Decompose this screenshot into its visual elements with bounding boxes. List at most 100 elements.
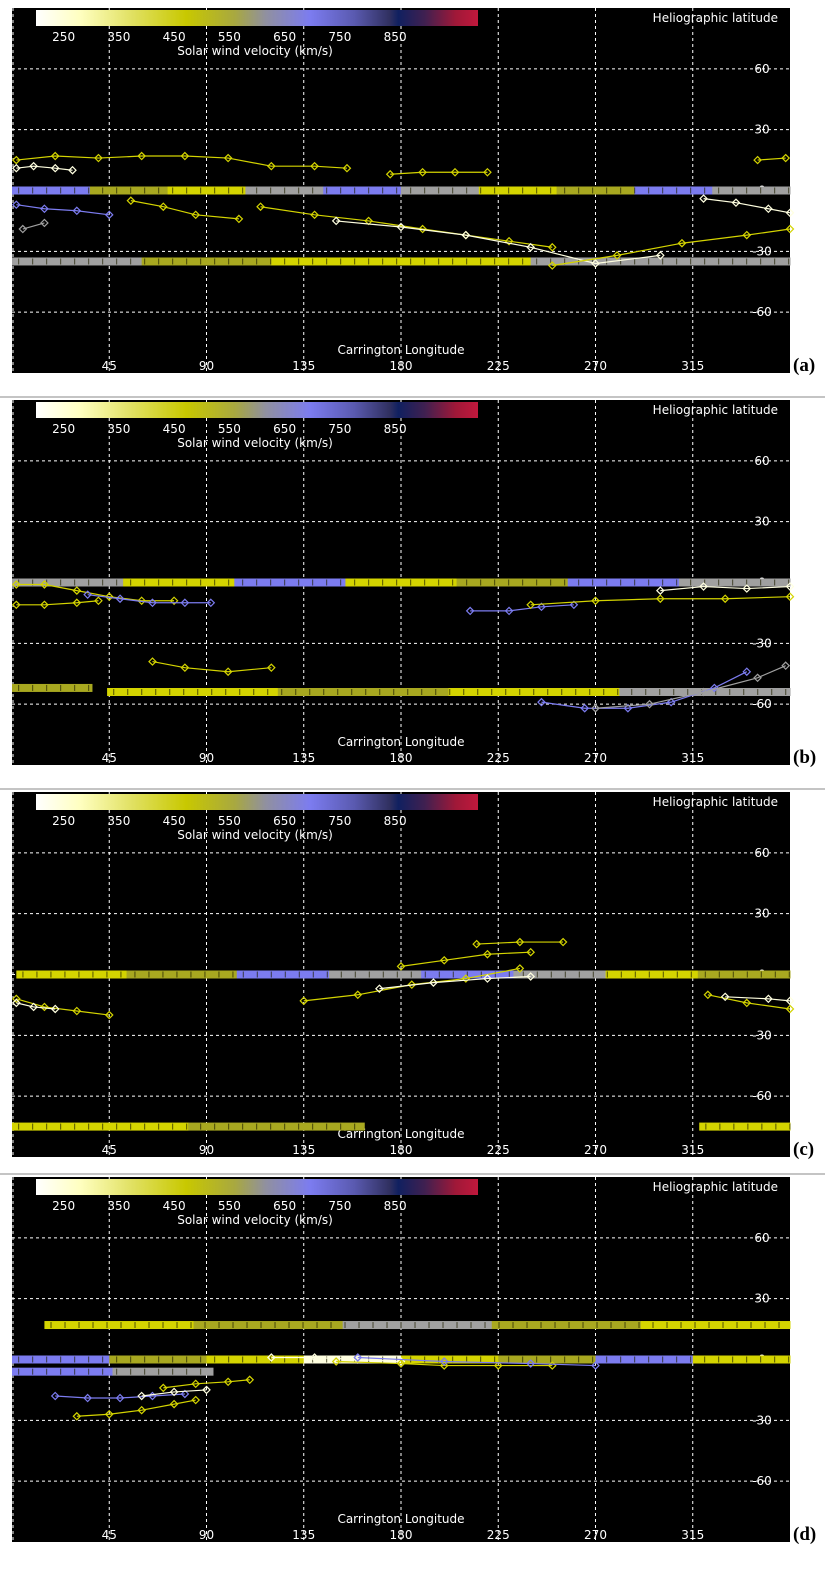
band-tick-mark	[64, 1322, 66, 1329]
band-tick-mark	[396, 258, 398, 265]
data-point-marker	[699, 687, 708, 697]
band-tick-mark	[634, 187, 636, 194]
band-tick-mark	[200, 1123, 202, 1130]
trajectory-line	[530, 596, 791, 606]
band-tick-mark	[645, 689, 647, 695]
x-tick-label: 135	[292, 1143, 315, 1157]
trajectory-line	[476, 941, 564, 945]
panel-label: (c)	[793, 1139, 814, 1160]
band-tick-mark	[298, 579, 300, 586]
data-point-marker	[72, 1411, 82, 1421]
x-tick-label: 270	[584, 359, 607, 373]
band-tick-mark	[270, 187, 272, 194]
band-tick-mark	[578, 579, 580, 586]
data-point-marker	[342, 163, 352, 173]
band-tick-mark	[172, 1368, 174, 1375]
band-tick-mark	[18, 258, 20, 265]
trajectory-line	[163, 1379, 250, 1389]
band-tick-mark	[652, 1322, 654, 1329]
band-tick-mark	[522, 1356, 524, 1363]
trajectory-line	[87, 594, 211, 604]
data-point-marker	[742, 230, 752, 240]
band-tick-mark	[718, 971, 720, 978]
band-tick-mark	[774, 187, 776, 194]
band-tick-mark	[694, 1322, 696, 1329]
band-tick-mark	[88, 258, 90, 265]
band-tick-mark	[172, 187, 174, 194]
y-tick-label: -60	[752, 305, 772, 319]
band-tick-mark	[183, 689, 185, 695]
data-point-marker	[310, 1353, 319, 1362]
band-tick-mark	[88, 1356, 90, 1363]
y-axis-label: Heliographic latitude	[653, 1180, 778, 1194]
band-tick-mark	[505, 689, 507, 695]
x-tick-label: 315	[681, 1143, 704, 1157]
trajectory-line	[707, 994, 791, 1010]
velocity-band-segment	[456, 578, 569, 587]
x-axis-label: Carrington Longitude	[337, 343, 464, 357]
band-tick-mark	[312, 971, 314, 978]
band-tick-mark	[729, 689, 731, 695]
band-tick-mark	[424, 258, 426, 265]
band-tick-mark	[736, 1322, 738, 1329]
band-tick-mark	[74, 1356, 76, 1363]
x-axis-label: Carrington Longitude	[337, 1127, 464, 1141]
band-tick-mark	[242, 258, 244, 265]
data-point-marker	[785, 208, 795, 218]
band-tick-mark	[718, 1356, 720, 1363]
band-tick-mark	[214, 1356, 216, 1363]
velocity-band-segment	[595, 1355, 694, 1364]
velocity-band-segment	[107, 688, 279, 696]
colorbar	[36, 10, 478, 26]
band-tick-mark	[172, 1123, 174, 1130]
band-tick-mark	[719, 1123, 721, 1130]
band-tick-mark	[424, 1356, 426, 1363]
band-tick-mark	[340, 971, 342, 978]
band-tick-mark	[214, 258, 216, 265]
band-tick-mark	[32, 684, 34, 691]
colorbar-tick-label: 650	[273, 422, 296, 436]
band-tick-mark	[116, 1368, 118, 1375]
x-tick-label: 180	[390, 1528, 413, 1542]
band-tick-mark	[750, 1322, 752, 1329]
band-tick-mark	[522, 187, 524, 194]
band-tick-mark	[92, 971, 94, 978]
data-point-marker	[202, 1385, 211, 1395]
band-tick-mark	[648, 579, 650, 586]
trajectory-line	[757, 157, 786, 161]
data-point-marker	[223, 667, 233, 677]
band-tick-mark	[512, 1322, 514, 1329]
data-point-marker	[764, 994, 773, 1004]
trajectory-line	[16, 998, 110, 1016]
band-tick-mark	[200, 579, 202, 586]
band-tick-mark	[760, 258, 762, 265]
band-tick-mark	[606, 258, 608, 265]
data-point-marker	[375, 984, 384, 994]
band-tick-mark	[746, 579, 748, 586]
band-tick-mark	[200, 1356, 202, 1363]
band-tick-mark	[788, 971, 790, 978]
x-tick-label: 90	[199, 751, 214, 765]
band-tick-mark	[228, 258, 230, 265]
data-point-marker	[310, 210, 319, 220]
colorbar-tick-label: 350	[107, 30, 130, 44]
band-tick-mark	[253, 689, 255, 695]
band-tick-mark	[22, 971, 24, 978]
band-tick-mark	[676, 1356, 678, 1363]
velocity-band-segment	[236, 970, 330, 979]
band-tick-mark	[564, 971, 566, 978]
band-tick-mark	[785, 689, 787, 695]
x-tick-label: 45	[102, 1143, 117, 1157]
band-tick-mark	[32, 1123, 34, 1130]
velocity-band-segment	[141, 257, 272, 266]
data-point-marker	[785, 582, 795, 591]
y-tick-label: 60	[754, 62, 769, 76]
colorbar-tick-label: 750	[328, 1199, 351, 1213]
band-tick-mark	[718, 187, 720, 194]
band-tick-mark	[743, 689, 745, 695]
band-tick-mark	[242, 1356, 244, 1363]
band-tick-mark	[144, 579, 146, 586]
band-tick-mark	[603, 689, 605, 695]
band-tick-mark	[302, 1322, 304, 1329]
band-tick-mark	[242, 187, 244, 194]
